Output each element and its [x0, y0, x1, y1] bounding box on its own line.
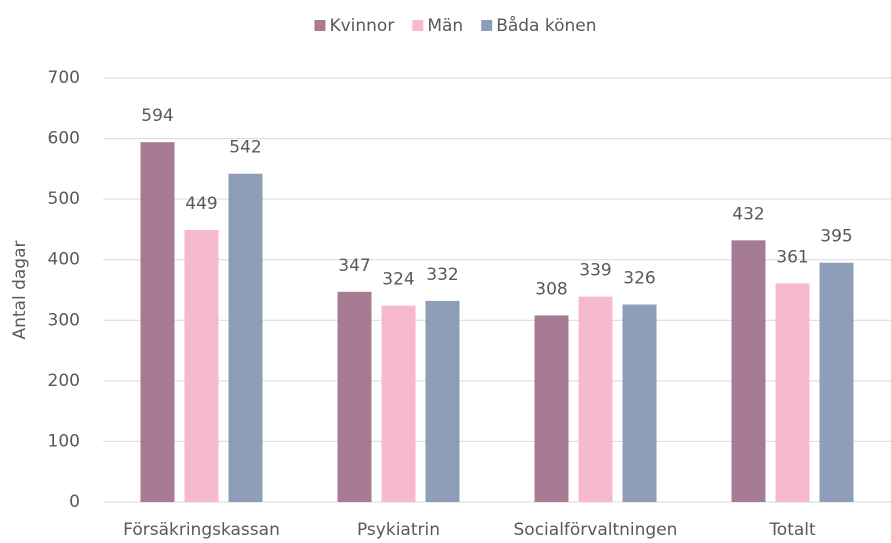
- legend-label: Män: [427, 16, 463, 36]
- data-label: 326: [623, 269, 655, 289]
- bar: [819, 262, 854, 502]
- data-label: 432: [732, 204, 764, 224]
- y-axis-label: Antal dagar: [10, 240, 30, 339]
- x-tick-label: Psykiatrin: [357, 520, 440, 540]
- legend-label: Kvinnor: [329, 16, 394, 36]
- bar: [578, 296, 613, 502]
- data-label: 308: [535, 279, 567, 299]
- y-tick-label: 700: [48, 68, 80, 88]
- data-label: 339: [579, 261, 611, 281]
- legend-swatch: [412, 20, 424, 31]
- bar: [775, 283, 810, 502]
- data-label: 395: [820, 227, 852, 247]
- bar: [184, 230, 219, 502]
- y-tick-label: 300: [48, 310, 80, 330]
- bar: [381, 305, 416, 502]
- data-label: 324: [382, 270, 414, 290]
- x-tick-label: Totalt: [768, 520, 816, 540]
- y-tick-label: 0: [69, 492, 80, 512]
- bar: [425, 300, 460, 502]
- bar: [534, 315, 569, 502]
- legend-swatch: [481, 20, 493, 31]
- bar: [337, 291, 372, 502]
- y-tick-label: 600: [48, 129, 80, 149]
- data-label: 332: [426, 265, 458, 285]
- y-tick-label: 400: [48, 250, 80, 270]
- data-label: 542: [229, 138, 261, 158]
- y-tick-label: 100: [48, 431, 80, 451]
- y-tick-label: 200: [48, 371, 80, 391]
- legend-swatch: [314, 20, 326, 31]
- x-tick-label: Socialförvaltningen: [514, 520, 678, 540]
- bar: [228, 173, 263, 502]
- legend-label: Båda könen: [496, 15, 596, 36]
- bar: [140, 142, 175, 502]
- data-label: 347: [338, 256, 370, 276]
- x-tick-label: Försäkringskassan: [123, 520, 280, 540]
- bar: [622, 304, 657, 502]
- data-label: 594: [141, 106, 173, 126]
- y-tick-label: 500: [48, 189, 80, 209]
- data-label: 361: [776, 247, 808, 267]
- bar: [731, 240, 766, 502]
- data-label: 449: [185, 194, 217, 214]
